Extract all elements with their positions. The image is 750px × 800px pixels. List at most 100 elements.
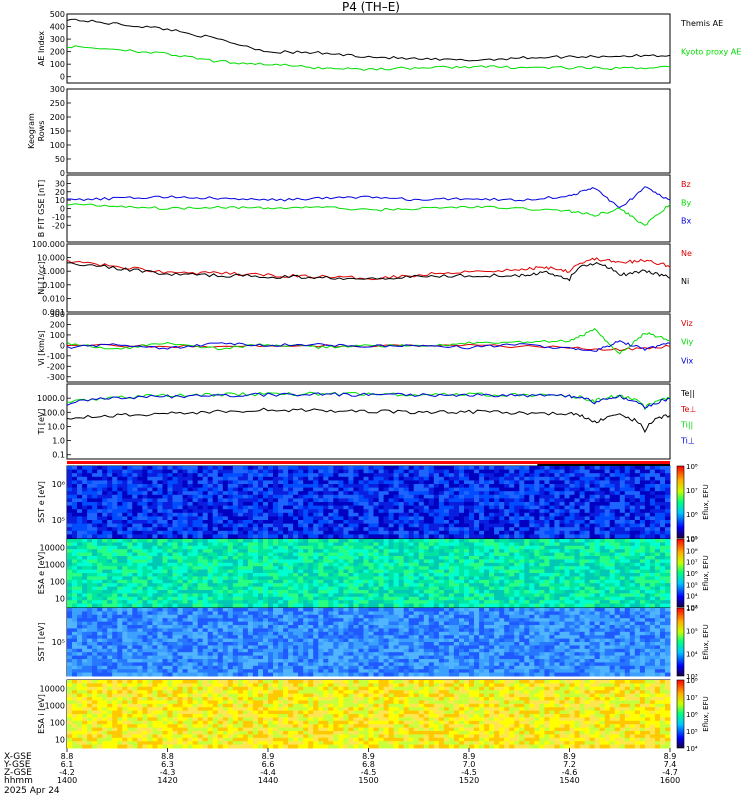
spectrogram-cell-sst-e	[665, 530, 671, 535]
spectrogram-cell-sst-e	[137, 502, 143, 507]
spectrogram-cell-esa-e	[318, 562, 324, 567]
spectrogram-cell-sst-e	[192, 505, 199, 510]
spectrogram-cell-sst-e	[464, 516, 470, 521]
spectrogram-cell-sst-e	[117, 505, 123, 510]
spectrogram-cell-esa-e	[393, 590, 400, 594]
spectrogram-cell-sst-e	[654, 534, 661, 539]
spectrogram-cell-sst-e	[584, 498, 591, 503]
spectrogram-cell-esa-e	[177, 569, 184, 574]
spectrogram-cell-sst-e	[524, 520, 530, 525]
spectrogram-cell-sst-e	[559, 476, 565, 481]
spectrogram-cell-sst-e	[242, 494, 249, 499]
spectrogram-cell-esa-e	[237, 603, 244, 608]
spectrogram-cell-sst-e	[388, 516, 395, 521]
spectrogram-cell-esa-e	[509, 566, 515, 571]
spectrogram-cell-sst-e	[564, 469, 570, 474]
spectrogram-cell-sst-e	[137, 520, 143, 525]
spectrogram-cell-sst-e	[665, 520, 671, 525]
spectrogram-cell-esa-e	[514, 539, 520, 543]
spectrogram-cell-sst-e	[594, 530, 601, 535]
spectrogram-cell-esa-e	[363, 545, 369, 550]
spectrogram-cell-esa-e	[182, 562, 189, 567]
spectrogram-cell-esa-e	[474, 569, 480, 574]
spectrogram-cell-esa-e	[142, 559, 148, 564]
spectrogram-cell-sst-e	[117, 466, 123, 471]
spectrogram-cell-sst-e	[413, 502, 420, 507]
spectrogram-cell-sst-e	[333, 520, 339, 525]
spectrogram-cell-esa-e	[504, 583, 510, 588]
spectrogram-cell-esa-e	[348, 556, 354, 560]
spectrogram-cell-sst-e	[242, 491, 249, 496]
spectrogram-cell-esa-e	[619, 603, 626, 608]
spectrogram-cell-sst-e	[343, 494, 349, 499]
spectrogram-cell-sst-e	[167, 509, 173, 514]
spectrogram-cell-esa-e	[624, 556, 631, 560]
spectrogram-cell-sst-e	[660, 527, 666, 532]
spectrogram-cell-sst-e	[283, 534, 289, 539]
spectrogram-cell-esa-e	[237, 539, 244, 543]
ytick-label-ni: 100.000	[32, 240, 65, 249]
spectrogram-cell-esa-e	[252, 596, 259, 601]
spectrogram-cell-esa-e	[519, 573, 525, 577]
spectrogram-cell-sst-e	[453, 491, 460, 496]
spectrogram-cell-sst-e	[82, 512, 88, 517]
spectrogram-cell-sst-e	[132, 487, 138, 492]
spectrogram-cell-esa-e	[283, 590, 289, 594]
spectrogram-cell-esa-e	[544, 556, 550, 560]
spectrogram-cell-esa-e	[574, 569, 580, 574]
spectrogram-cell-sst-e	[584, 520, 591, 525]
spectrogram-cell-esa-e	[167, 593, 173, 598]
spectrogram-cell-sst-e	[609, 512, 616, 517]
spectrogram-cell-sst-e	[574, 476, 580, 481]
spectrogram-cell-sst-e	[283, 523, 289, 528]
ytick-label-kgm: 200	[50, 113, 65, 122]
spectrogram-cell-sst-e	[474, 502, 480, 507]
spectrogram-cell-esa-e	[278, 559, 284, 564]
spectrogram-cell-esa-e	[187, 590, 194, 594]
spectrogram-cell-esa-e	[177, 593, 184, 598]
spectrogram-cell-sst-e	[443, 494, 450, 499]
spectrogram-cell-esa-e	[534, 569, 540, 574]
spectrogram-cell-esa-e	[338, 593, 344, 598]
spectrogram-cell-sst-e	[127, 502, 133, 507]
spectrogram-cell-esa-e	[564, 569, 570, 574]
spectrogram-cell-esa-e	[192, 593, 199, 598]
spectrogram-cell-esa-e	[232, 600, 239, 605]
spectrogram-cell-sst-e	[383, 523, 390, 528]
spectrogram-cell-sst-e	[479, 502, 485, 507]
spectrogram-cell-esa-e	[534, 576, 540, 581]
spectrogram-cell-sst-e	[579, 473, 586, 478]
spectrogram-cell-sst-e	[519, 476, 525, 481]
spectrogram-cell-esa-e	[92, 562, 98, 567]
spectrogram-cell-esa-e	[112, 552, 118, 557]
spectrogram-cell-esa-e	[423, 600, 430, 605]
spectrogram-cell-esa-e	[92, 539, 98, 543]
spectrogram-cell-esa-e	[82, 576, 88, 581]
spectrogram-cell-esa-e	[398, 573, 405, 577]
spectrogram-cell-esa-e	[303, 579, 309, 584]
spectrogram-cell-sst-e	[438, 466, 445, 471]
spectrogram-cell-esa-e	[624, 579, 631, 584]
spectrogram-cell-esa-e	[574, 579, 580, 584]
spectrogram-cell-esa-e	[569, 545, 575, 550]
spectrogram-cell-sst-e	[499, 534, 505, 539]
spectrogram-cell-sst-e	[589, 523, 596, 528]
spectrogram-cell-esa-e	[102, 545, 108, 550]
spectrogram-cell-esa-e	[263, 552, 269, 557]
spectrogram-cell-sst-e	[92, 494, 98, 499]
spectrogram-cell-sst-e	[644, 484, 651, 489]
spectrogram-cell-esa-e	[92, 542, 98, 547]
spectrogram-cell-esa-e	[358, 593, 364, 598]
spectrogram-cell-sst-e	[654, 491, 661, 496]
spectrogram-cell-sst-e	[77, 494, 83, 499]
spectrogram-cell-sst-e	[443, 484, 450, 489]
spectrogram-cell-sst-e	[624, 520, 631, 525]
spectrogram-cell-sst-e	[644, 494, 651, 499]
spectrogram-cell-esa-e	[313, 603, 319, 608]
spectrogram-cell-esa-e	[268, 586, 274, 591]
spectrogram-cell-esa-e	[619, 590, 626, 594]
colorbar-tick-esa-e: 10⁶	[686, 570, 698, 578]
spectrogram-cell-esa-e	[348, 596, 354, 601]
spectrogram-cell-sst-e	[534, 476, 540, 481]
spectrogram-cell-sst-e	[197, 530, 204, 535]
